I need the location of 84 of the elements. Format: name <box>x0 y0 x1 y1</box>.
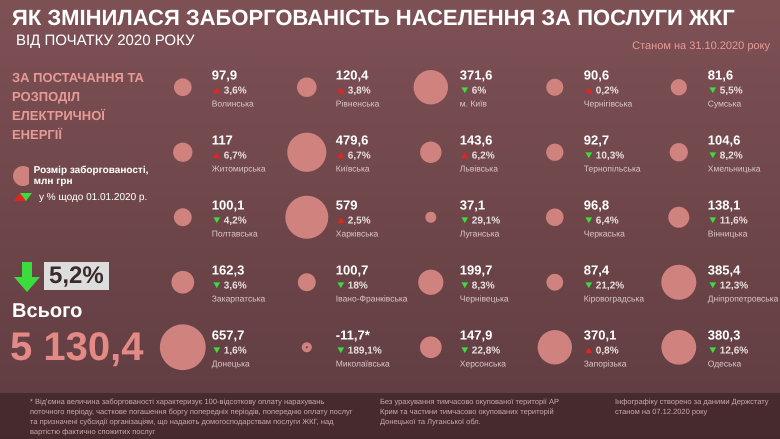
data-label: 189,1% <box>348 345 382 356</box>
category-label: Волинська <box>212 98 254 108</box>
data-label: 371,6 <box>460 67 492 82</box>
data-label: 18% <box>348 280 368 292</box>
category-label: Кіровоградська <box>584 293 644 304</box>
data-label: 579 <box>336 197 358 212</box>
category-label: Тернопільська <box>584 163 641 174</box>
data-label: 8,3% <box>472 280 495 292</box>
category-label: м. Київ <box>460 98 488 108</box>
text: 5,2% <box>44 262 109 290</box>
data-label: 0,2% <box>596 85 619 96</box>
category-label: Черкаська <box>584 228 626 238</box>
data-label: 3,8% <box>348 85 371 96</box>
data-label: 5,5% <box>720 85 743 96</box>
category-label: Київська <box>336 163 370 174</box>
category-label: Запорізька <box>584 358 627 368</box>
data-label: 100,7 <box>336 262 368 278</box>
category-label: Чернігівська <box>584 98 632 108</box>
data-label: 96,8 <box>584 197 610 212</box>
category-label: Житомирська <box>212 163 266 174</box>
data-label: 21,2% <box>596 280 624 292</box>
category-label: Донецька <box>212 358 250 368</box>
category-label: Херсонська <box>460 358 506 368</box>
data-label: 37,1 <box>460 197 486 212</box>
data-label: 120,4 <box>336 67 370 82</box>
data-label: 12,3% <box>720 280 748 292</box>
text: Станом на 31.10.2020 року <box>632 40 770 52</box>
data-label: 6% <box>472 85 486 96</box>
category-label: Хмельницька <box>708 163 761 174</box>
data-label: 29,1% <box>472 215 500 226</box>
data-label: 6,7% <box>224 150 247 162</box>
legend-label: Розмір заборгованості, млн грн <box>34 165 150 187</box>
data-label: 100,1 <box>212 197 244 212</box>
category-label: Луганська <box>460 228 500 238</box>
category-label: Чернівецька <box>460 293 509 304</box>
data-label: 370,1 <box>584 327 616 342</box>
data-label: 143,6 <box>460 132 492 148</box>
data-label: 92,7 <box>584 132 610 148</box>
data-label: 10,3% <box>596 150 624 162</box>
data-label: 90,6 <box>584 67 610 82</box>
data-label: 4,2% <box>224 215 247 226</box>
data-label: 199,7 <box>460 262 492 278</box>
category-label: Дніпропетровська <box>708 293 779 304</box>
data-label: 380,3 <box>708 327 740 342</box>
category-label: Рівненська <box>336 98 380 108</box>
category-label: Сумська <box>708 98 742 108</box>
data-label: 2,5% <box>348 215 371 226</box>
data-label: 22,8% <box>472 345 500 356</box>
data-label: 117 <box>212 132 233 148</box>
data-label: 12,6% <box>720 345 748 356</box>
category-label: Івано-Франківська <box>336 293 408 304</box>
data-label: 97,9 <box>212 67 238 82</box>
data-label: 138,1 <box>708 197 740 212</box>
data-label: 3,6% <box>224 85 247 96</box>
data-label: 6,7% <box>348 150 371 162</box>
category-label: Вінницька <box>708 228 748 238</box>
category-label: Полтавська <box>212 228 258 238</box>
category-label: Закарпатська <box>212 293 266 304</box>
data-label: 0,8% <box>596 345 619 356</box>
data-label: 162,3 <box>212 262 244 278</box>
text: 5 130,4 <box>10 325 144 370</box>
data-label: 479,6 <box>336 132 368 148</box>
text: ЯК ЗМІНИЛАСЯ ЗАБОРГОВАНІСТЬ НАСЕЛЕННЯ ЗА ПОСЛУГИ ЖКГ <box>12 5 735 31</box>
data-label: 1,6% <box>224 345 247 356</box>
data-label: 6,4% <box>596 215 619 226</box>
data-label: 3,6% <box>224 280 247 292</box>
data-label: 104,6 <box>708 132 740 148</box>
legend-label: у % щодо 01.01.2020 р. <box>39 192 148 202</box>
data-label: 11,6% <box>720 215 748 226</box>
data-label: 8,2% <box>720 150 743 162</box>
category-label: Харківська <box>336 228 379 238</box>
category-label: Одеська <box>708 358 742 368</box>
data-label: 385,4 <box>708 262 742 278</box>
text: ВІД ПОЧАТКУ 2020 РОКУ <box>16 32 195 49</box>
data-label: 6,2% <box>472 150 495 162</box>
category-label: Львівська <box>460 163 498 174</box>
category-label: Миколаївська <box>336 358 390 368</box>
data-label: 657,7 <box>212 327 244 342</box>
data-label: 81,6 <box>708 67 734 82</box>
data-label: -11,7* <box>336 327 371 342</box>
data-label: 147,9 <box>460 327 492 342</box>
text: ЗА ПОСТАЧАННЯ ТА РОЗПОДІЛ ЕЛЕКТРИЧНОЇ ЕНЕРГІЇ <box>12 69 145 144</box>
data-label: 87,4 <box>584 262 610 278</box>
text: Всього <box>12 300 82 323</box>
